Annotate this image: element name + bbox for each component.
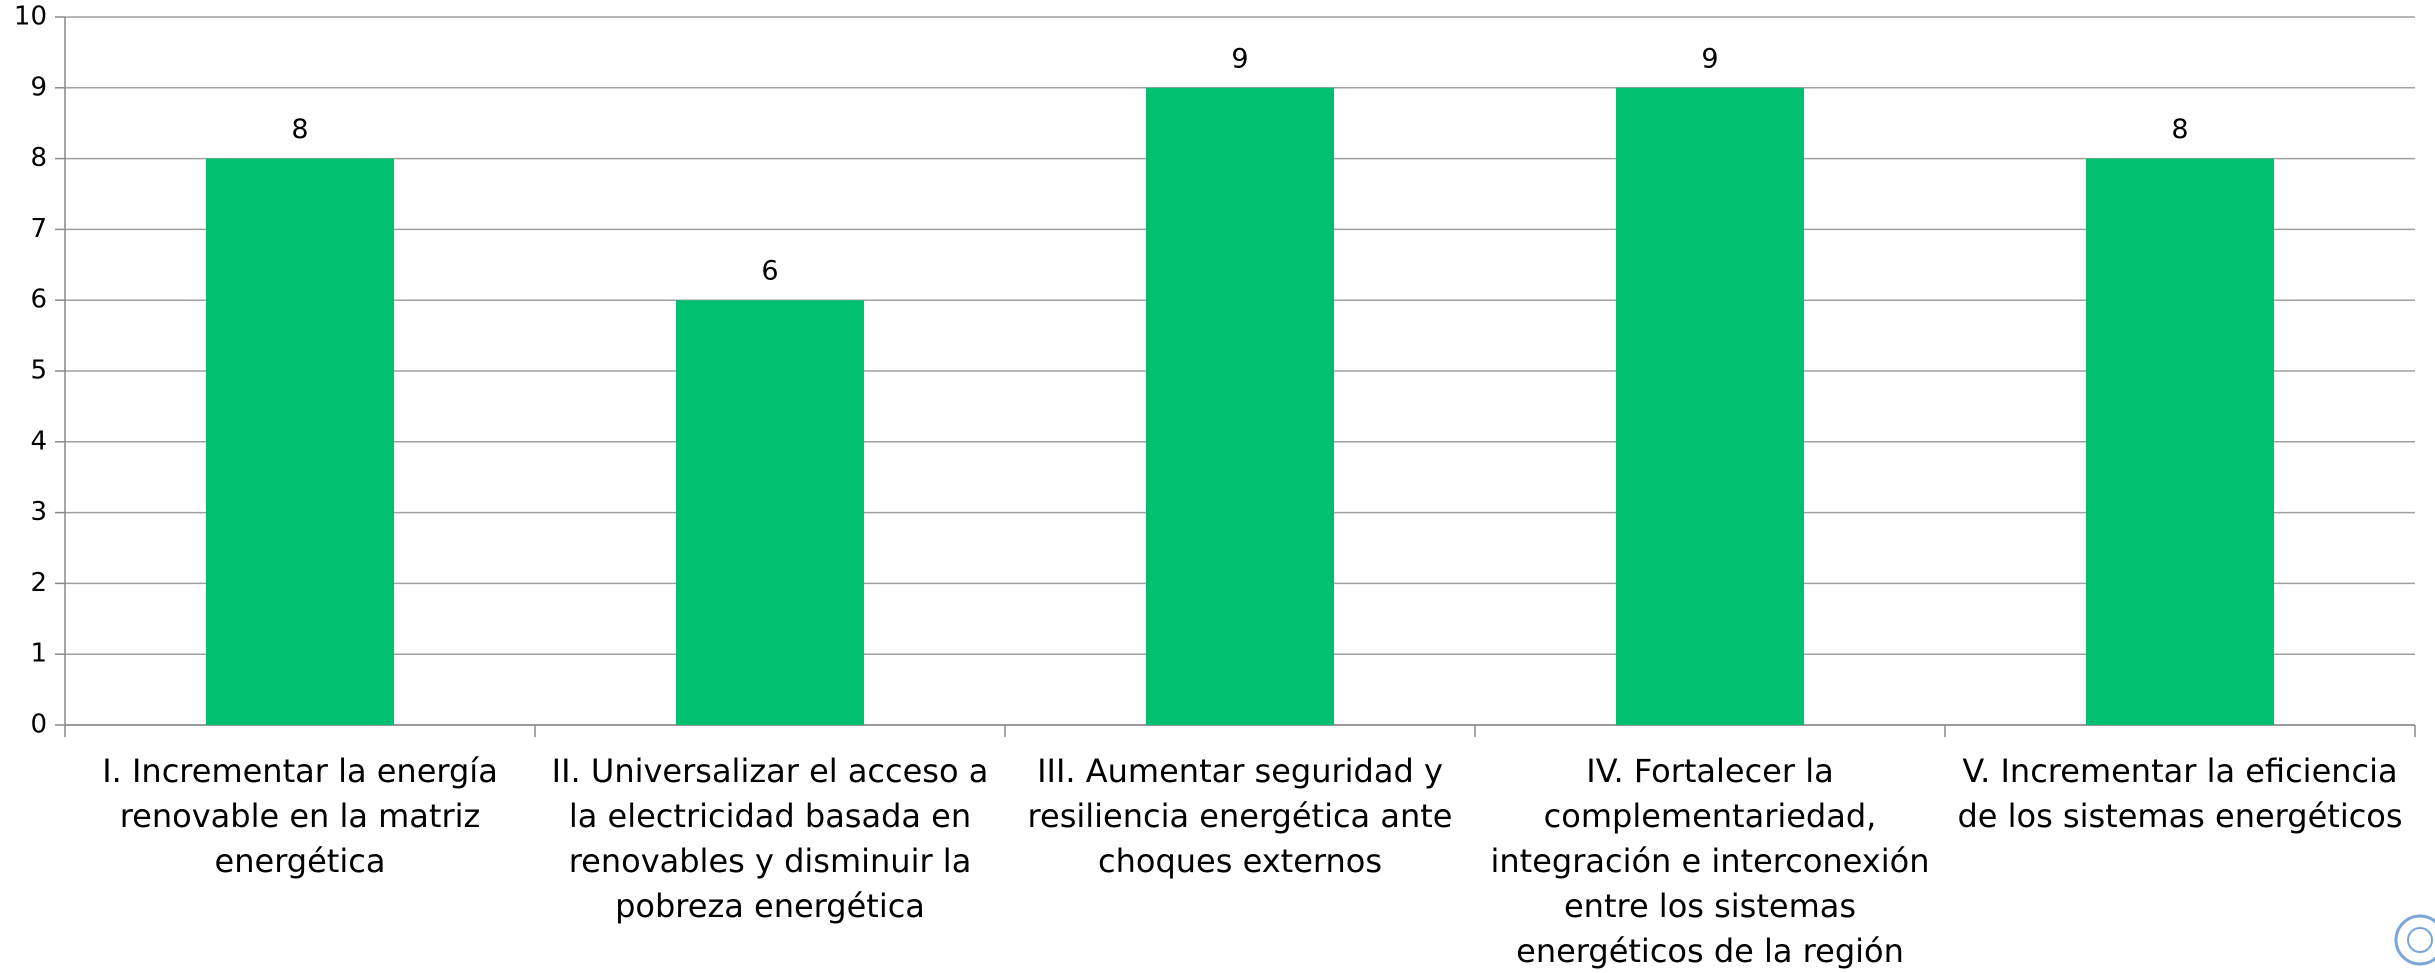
x-tick-label: V. Incrementar la eficiencia de los sist… [1957,752,2403,835]
y-tick-label: 4 [30,426,47,456]
bar [676,300,864,725]
bar [1616,87,1804,726]
data-label: 8 [291,114,308,145]
data-label: 9 [1701,43,1718,74]
logo [2394,914,2435,966]
data-label: 9 [1231,43,1248,74]
y-tick-label: 8 [30,143,47,173]
bar [1146,87,1334,726]
data-label: 8 [2171,114,2188,145]
x-tick-label: II. Universalizar el acceso a la electri… [551,752,989,925]
y-tick-label: 10 [14,2,47,32]
data-label: 6 [761,256,778,287]
bar [2086,158,2274,726]
y-tick-label: 5 [30,356,47,386]
y-tick-label: 6 [30,285,47,315]
y-tick-label: 3 [30,497,47,527]
y-tick-label: 9 [30,72,47,102]
y-tick-label: 2 [30,568,47,598]
x-tick-label: IV. Fortalecer la complementariedad, int… [1490,752,1930,970]
y-tick-label: 1 [30,639,47,669]
y-tick-label: 0 [30,710,47,740]
x-tick-label: I. Incrementar la energía renovable en l… [102,752,498,880]
bar [206,158,394,726]
y-tick-label: 7 [30,214,47,244]
x-tick-label: III. Aumentar seguridad y resiliencia en… [1027,752,1453,880]
